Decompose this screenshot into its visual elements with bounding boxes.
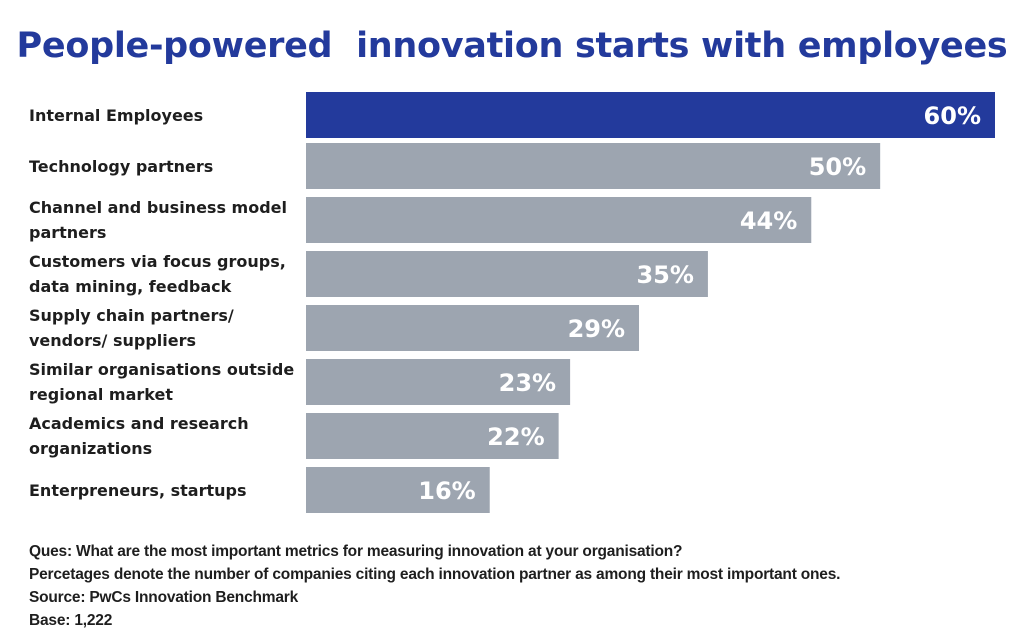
category-label: Internal Employees xyxy=(29,103,304,128)
category-label-line: Channel and business model xyxy=(29,198,287,217)
data-label: 22% xyxy=(487,423,544,451)
category-label: Supply chain partners/vendors/ suppliers xyxy=(29,303,304,353)
bar-chart: 60% 50% 44% 35% 29% 23% 22% 16% xyxy=(306,92,995,513)
question-note: Ques: What are the most important metric… xyxy=(29,543,683,560)
bar xyxy=(306,197,812,243)
bar xyxy=(306,92,995,138)
category-label: Enterpreneurs, startups xyxy=(29,478,304,503)
footnotes: Ques: What are the most important metric… xyxy=(29,540,840,632)
data-label: 29% xyxy=(568,315,625,343)
category-label: Academics and research organizations xyxy=(29,411,304,461)
bar xyxy=(306,251,708,297)
category-label-line: Similar organisations outside xyxy=(29,360,295,379)
category-label-line: Internal Employees xyxy=(29,106,204,125)
bar xyxy=(306,359,571,405)
category-label-line: organizations xyxy=(29,439,153,458)
category-label: Customers via focus groups, data mining, … xyxy=(29,249,304,299)
data-label: 50% xyxy=(809,153,866,181)
bar xyxy=(306,413,559,459)
category-label-line: Academics and research xyxy=(29,414,249,433)
data-label: 44% xyxy=(740,207,797,235)
category-label: Similar organisations outside regional ma… xyxy=(29,357,304,407)
percentage-note: Percetages denote the number of companie… xyxy=(29,566,841,583)
chart-title: People-powered innovation starts with em… xyxy=(16,26,1008,66)
data-label: 23% xyxy=(499,369,556,397)
category-label-line: Customers via focus groups, xyxy=(29,252,286,271)
source-note: Source: PwCs Innovation Benchmark xyxy=(29,589,299,606)
category-label: Technology partners xyxy=(29,154,304,179)
category-label: Channel and business model partners xyxy=(29,195,304,245)
bar xyxy=(306,305,640,351)
bar xyxy=(306,143,881,189)
category-label-line: vendors/ suppliers xyxy=(29,331,196,350)
category-label-line: Technology partners xyxy=(29,157,214,176)
category-label-line: Enterpreneurs, startups xyxy=(29,481,247,500)
data-label: 35% xyxy=(636,261,693,289)
category-label-line: regional market xyxy=(29,385,173,404)
bar xyxy=(306,467,490,513)
data-label: 60% xyxy=(924,102,981,130)
category-label-line: Supply chain partners/ xyxy=(29,306,234,325)
category-label-line: data mining, feedback xyxy=(29,277,232,296)
category-label-line: partners xyxy=(29,223,107,242)
data-label: 16% xyxy=(418,477,475,505)
base-note: Base: 1,222 xyxy=(29,612,113,629)
